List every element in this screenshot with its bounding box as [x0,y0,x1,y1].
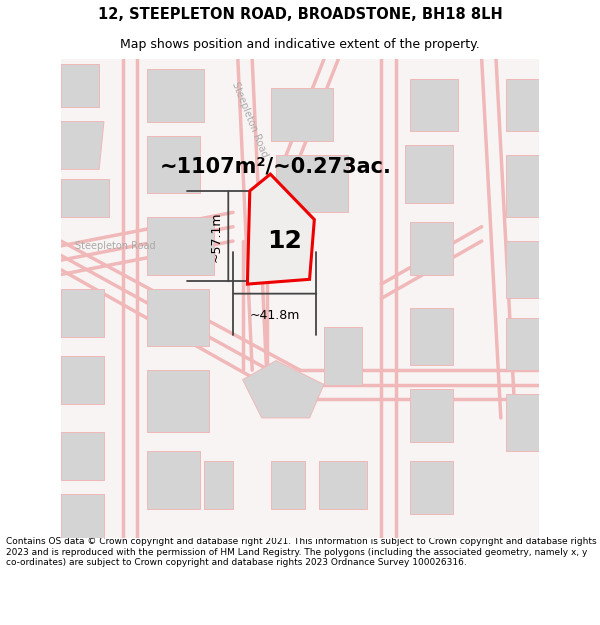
Polygon shape [410,222,453,274]
Polygon shape [410,461,453,514]
Polygon shape [61,356,104,404]
Text: 12, STEEPLETON ROAD, BROADSTONE, BH18 8LH: 12, STEEPLETON ROAD, BROADSTONE, BH18 8L… [98,8,502,22]
Polygon shape [506,241,539,298]
Polygon shape [405,146,453,202]
Polygon shape [147,217,214,274]
Text: Map shows position and indicative extent of the property.: Map shows position and indicative extent… [120,38,480,51]
Polygon shape [61,432,104,480]
Text: ~41.8m: ~41.8m [250,309,300,322]
Text: Steepleton Road: Steepleton Road [75,241,156,251]
Polygon shape [506,155,539,217]
Polygon shape [506,394,539,451]
Polygon shape [506,79,539,131]
Polygon shape [271,461,305,509]
Polygon shape [271,88,334,141]
Polygon shape [410,389,453,442]
Polygon shape [205,461,233,509]
Polygon shape [61,179,109,217]
Polygon shape [276,155,348,212]
Polygon shape [61,64,99,108]
Text: 12: 12 [267,229,302,253]
Polygon shape [147,69,205,121]
Text: ~1107m²/~0.273ac.: ~1107m²/~0.273ac. [160,157,392,177]
Polygon shape [147,289,209,346]
Polygon shape [410,79,458,131]
Text: Steepleton Road: Steepleton Road [230,80,269,158]
Text: Contains OS data © Crown copyright and database right 2021. This information is : Contains OS data © Crown copyright and d… [6,538,596,568]
Polygon shape [61,289,104,337]
Text: ~57.1m: ~57.1m [210,211,223,261]
Polygon shape [247,174,314,284]
Polygon shape [147,451,200,509]
Polygon shape [324,327,362,384]
Polygon shape [506,318,539,370]
Polygon shape [410,308,453,366]
Polygon shape [61,121,104,169]
Polygon shape [242,361,324,418]
Polygon shape [147,370,209,432]
Polygon shape [147,136,200,193]
Polygon shape [61,494,104,538]
Polygon shape [319,461,367,509]
